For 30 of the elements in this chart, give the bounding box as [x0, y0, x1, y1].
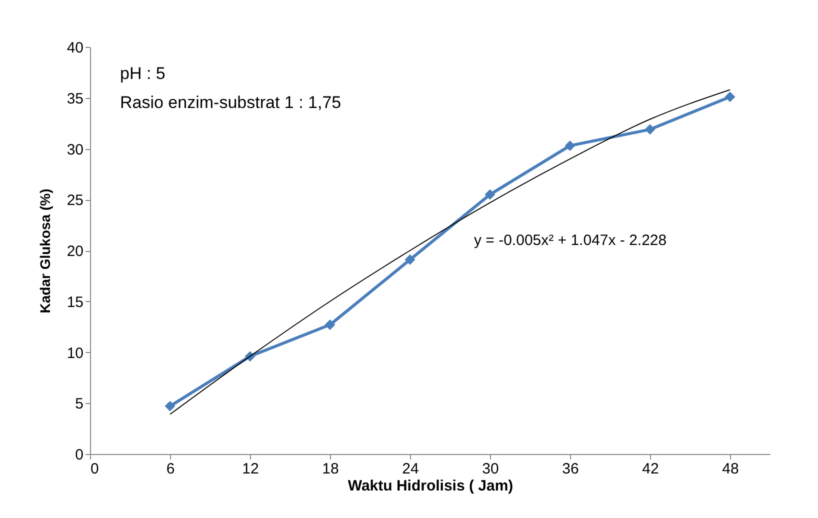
point — [164, 400, 176, 412]
y-tick-label: 10 — [66, 344, 84, 362]
y-tick-label: 40 — [66, 40, 84, 56]
y-axis-title: Kadar Glukosa (%) — [36, 188, 53, 314]
y-tick-label: 20 — [66, 243, 84, 260]
x-tick-label: 30 — [482, 460, 499, 478]
y-tick-label: 0 — [75, 446, 84, 464]
point — [644, 124, 656, 135]
annotation: Rasio enzim-substrat 1 : 1,75 — [120, 93, 342, 112]
y-tick-label: 35 — [66, 90, 84, 108]
x-tick-label: 12 — [242, 460, 259, 478]
y-tick-label: 5 — [75, 396, 84, 413]
point — [324, 320, 336, 330]
y-tick-label: 25 — [66, 192, 84, 210]
x-tick-label: 36 — [562, 460, 579, 478]
y-tick-label: 15 — [66, 294, 84, 311]
point — [724, 92, 736, 102]
annotation: y = -0.005x² + 1.047x - 2.228 — [474, 232, 667, 249]
x-tick-label: 6 — [166, 460, 175, 478]
x-axis-title: Waktu Hidrolisis ( Jam) — [348, 478, 514, 494]
y-tick-label: 30 — [66, 141, 84, 158]
x-tick-label: 24 — [402, 460, 419, 478]
x-tick-label: 42 — [642, 460, 659, 478]
x-tick-label: 0 — [90, 460, 99, 478]
point — [484, 189, 496, 200]
point — [564, 140, 576, 151]
x-tick-label: 48 — [722, 460, 739, 478]
point — [404, 254, 416, 265]
annotation: pH : 5 — [120, 64, 166, 83]
x-tick-label: 18 — [322, 460, 339, 478]
